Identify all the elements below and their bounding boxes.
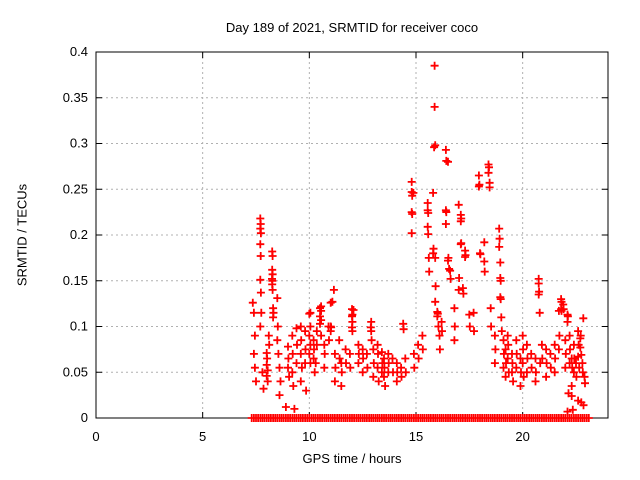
x-tick-label: 5 [199, 429, 206, 444]
baseline-points [247, 414, 593, 422]
y-tick-label: 0.4 [70, 44, 88, 59]
x-tick-label: 20 [515, 429, 529, 444]
y-tick-label: 0.25 [63, 181, 88, 196]
x-tick-label: 10 [302, 429, 316, 444]
grid-lines [96, 52, 608, 418]
scatter-points [248, 61, 589, 416]
x-tick-label: 15 [409, 429, 423, 444]
y-tick-label: 0.2 [70, 227, 88, 242]
y-tick-label: 0.3 [70, 136, 88, 151]
y-tick-label: 0.05 [63, 364, 88, 379]
y-tick-label: 0.15 [63, 273, 88, 288]
y-tick-label: 0.35 [63, 90, 88, 105]
y-tick-label: 0.1 [70, 319, 88, 334]
y-tick-label: 0 [81, 410, 88, 425]
x-axis-label: GPS time / hours [302, 451, 402, 466]
chart-title: Day 189 of 2021, SRMTID for receiver coc… [225, 20, 479, 35]
x-tick-label: 0 [92, 429, 99, 444]
